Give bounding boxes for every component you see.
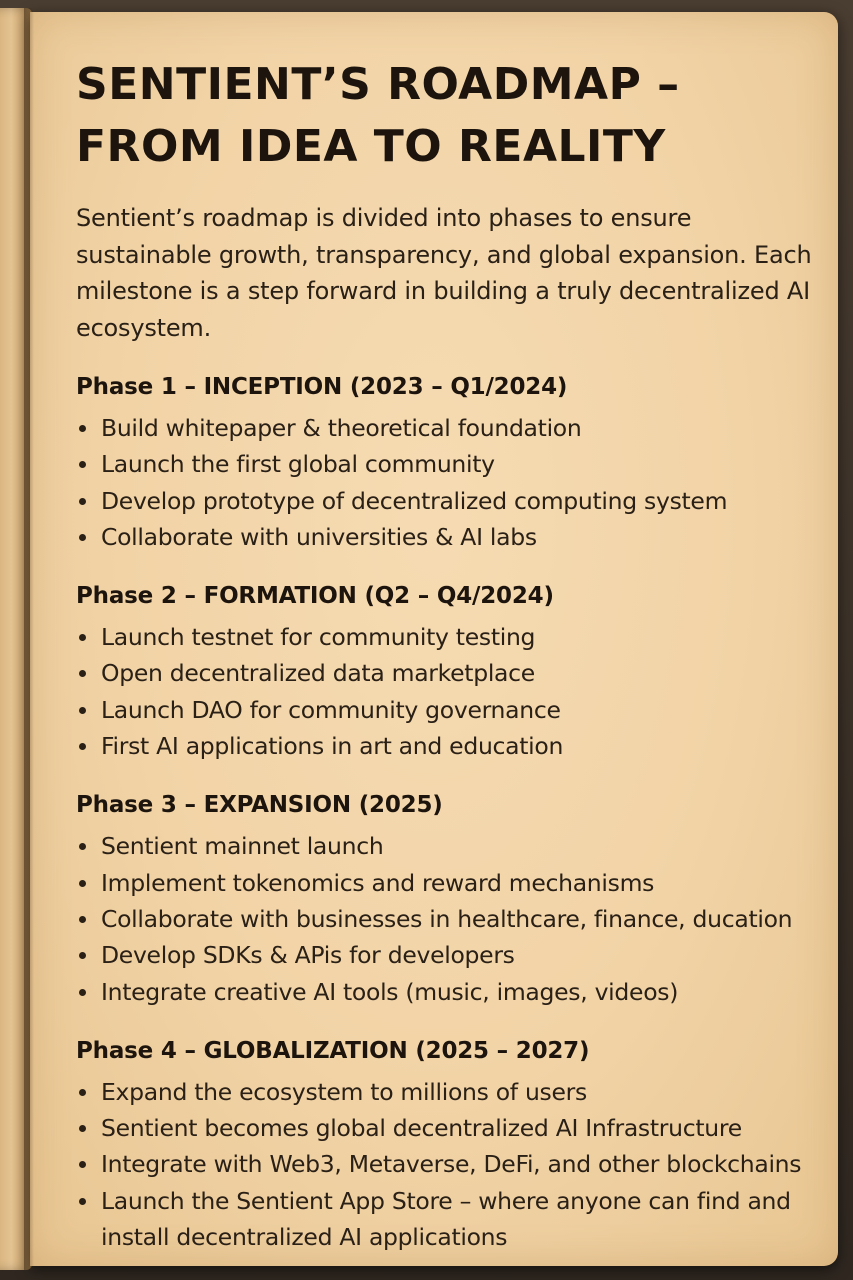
phase-2-title: Phase 2 – FORMATION (Q2 – Q4/2024) [76,583,554,610]
page-content: SENTIENT’S ROADMAP – FROM IDEA TO REALIT… [76,54,816,1255]
list-item: Launch testnet for community testing [76,619,816,655]
list-item: Sentient becomes global decentralized AI… [76,1110,816,1146]
list-item: Launch DAO for community governance [76,692,816,728]
list-item: Develop prototype of decentralized compu… [76,483,816,519]
page-title-line-2: FROM IDEA TO REALITY [76,121,666,172]
list-item: Develop SDKs & APis for developers [76,937,816,973]
phase-4-section: Phase 4 – GLOBALIZATION (2025 – 2027) Ex… [76,1034,816,1255]
intro-paragraph: Sentient’s roadmap is divided into phase… [76,204,812,342]
spine-shadow [24,8,34,1270]
phase-2-list: Launch testnet for community testing Ope… [76,619,816,764]
list-item: Sentient mainnet launch [76,828,816,864]
phase-4-title: Phase 4 – GLOBALIZATION (2025 – 2027) [76,1037,590,1064]
list-item: Integrate creative AI tools (music, imag… [76,974,816,1010]
phase-1-title: Phase 1 – INCEPTION (2023 – Q1/2024) [76,374,568,400]
page-title: SENTIENT’S ROADMAP – FROM IDEA TO REALIT… [76,54,816,178]
phase-1-list: Build whitepaper & theoretical foundatio… [76,410,816,555]
list-item: First AI applications in art and educati… [76,728,816,764]
page-title-line-1: SENTIENT’S ROADMAP – [76,59,680,110]
list-item: Open decentralized data marketplace [76,655,816,691]
phase-3-section: Phase 3 – EXPANSION (2025) Sentient main… [76,788,816,1009]
notebook-page [30,12,838,1266]
list-item: Launch the Sentient App Store – where an… [76,1183,816,1256]
list-item: Expand the ecosystem to millions of user… [76,1074,816,1110]
phase-3-list: Sentient mainnet launch Implement tokeno… [76,828,816,1009]
list-item: Integrate with Web3, Metaverse, DeFi, an… [76,1146,816,1182]
list-item: Collaborate with businesses in healthcar… [76,901,816,937]
phase-1-section: Phase 1 – INCEPTION (2023 – Q1/2024) Bui… [76,370,816,555]
phase-4-list: Expand the ecosystem to millions of user… [76,1074,816,1255]
phase-2-section: Phase 2 – FORMATION (Q2 – Q4/2024) Launc… [76,579,816,764]
phase-3-title: Phase 3 – EXPANSION (2025) [76,792,443,819]
list-item: Build whitepaper & theoretical foundatio… [76,410,816,446]
list-item: Launch the first global community [76,446,816,482]
list-item: Collaborate with universities & AI labs [76,519,816,555]
list-item: Implement tokenomics and reward mechanis… [76,865,816,901]
